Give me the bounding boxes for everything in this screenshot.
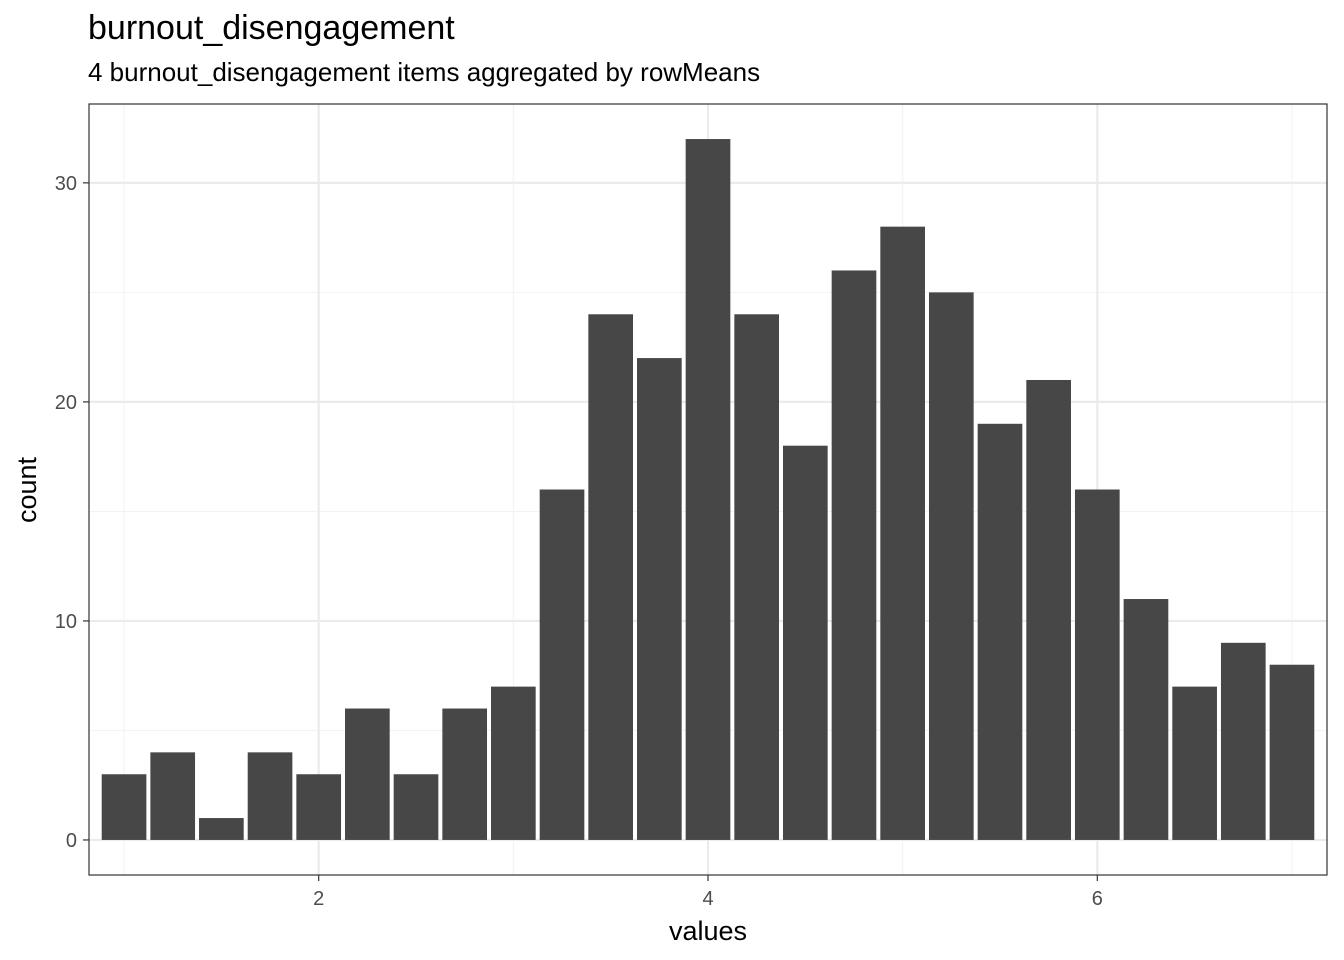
x-tick-label: 4 [702, 888, 713, 910]
y-tick-label: 30 [55, 173, 77, 195]
histogram-bar [1220, 642, 1266, 840]
histogram-bar [491, 686, 536, 840]
histogram-bar [977, 423, 1023, 840]
histogram-bar [928, 292, 974, 840]
y-tick-label: 0 [66, 830, 77, 852]
histogram-bar [442, 708, 488, 840]
histogram-bar [393, 774, 439, 840]
histogram-bar [782, 445, 828, 840]
bars [101, 139, 1315, 840]
histogram-bar [296, 774, 342, 840]
histogram-bar [1269, 664, 1315, 840]
chart-subtitle: 4 burnout_disengagement items aggregated… [88, 57, 761, 87]
x-axis: 2 4 6 [313, 875, 1103, 910]
x-axis-title: values [669, 916, 747, 946]
y-axis: 0 10 20 30 [55, 173, 89, 852]
histogram-bar [734, 314, 779, 840]
histogram-bar [1026, 379, 1071, 840]
histogram-bar [345, 708, 390, 840]
histogram-bar [831, 270, 877, 840]
x-tick-label: 2 [313, 888, 324, 910]
histogram-bar [637, 358, 682, 840]
histogram-bar [101, 774, 147, 840]
histogram-bar [539, 489, 585, 840]
histogram-bar [199, 818, 244, 840]
histogram-bar [588, 314, 634, 840]
y-tick-label: 20 [55, 392, 77, 414]
histogram-bar [150, 752, 196, 840]
histogram-bar [1123, 599, 1169, 840]
histogram-bar [1074, 489, 1120, 840]
x-tick-label: 6 [1092, 888, 1103, 910]
y-tick-label: 10 [55, 611, 77, 633]
histogram-bar [247, 752, 293, 840]
y-axis-title: count [12, 456, 42, 523]
histogram-bar [1172, 686, 1217, 840]
histogram-bar [685, 139, 731, 840]
histogram-bar [880, 226, 925, 840]
chart-title: burnout_disengagement [88, 9, 455, 47]
